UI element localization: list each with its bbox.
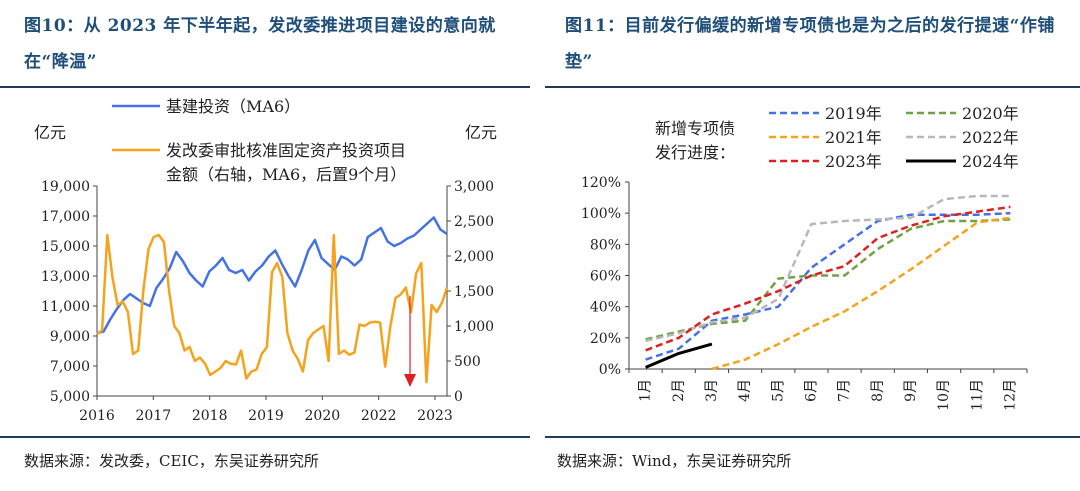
x-tick-label: 9月 bbox=[903, 379, 919, 402]
right-y-tick-label: 1,000 bbox=[454, 319, 494, 335]
right-y-tick-label: 3,000 bbox=[454, 179, 494, 195]
y-tick-label: 80% bbox=[590, 237, 621, 253]
figure-11-panel: 图11：目前发行偏缓的新增专项债也是为之后的发行提速“作铺垫” 0% 20% 40%… bbox=[545, 0, 1080, 491]
figure-10-title: 图10：从 2023 年下半年起，发改委推进项目建设的意向就在“降温” bbox=[24, 16, 496, 72]
ndrc-approval-line bbox=[96, 233, 449, 384]
legend-title-line1: 新增专项债 bbox=[655, 119, 735, 138]
x-tick-label: 2月 bbox=[671, 379, 687, 402]
series-line-2024 bbox=[645, 342, 713, 369]
series-line-2020 bbox=[645, 218, 1011, 341]
x-tick-label: 2017 bbox=[136, 408, 172, 424]
y-tick-label: 100% bbox=[581, 206, 621, 222]
figure-11-title: 图11：目前发行偏缓的新增专项债也是为之后的发行提速“作铺垫” bbox=[565, 16, 1055, 72]
legend-ndrc-label-line1: 发改委审批核准固定资产投资项目 bbox=[166, 141, 406, 160]
x-tick-label: 1月 bbox=[638, 379, 654, 402]
figure-11-top-rule bbox=[545, 86, 1080, 88]
left-y-tick-label: 19,000 bbox=[41, 179, 90, 195]
special-bond-progress-chart: 0% 20% 40% 60% 80% 100% 120% 1月 2月 3月 4月 5月 6月 7月 8月 9月… bbox=[581, 104, 1028, 411]
x-tick-label: 12月 bbox=[1002, 379, 1018, 411]
y-tick-label: 120% bbox=[581, 175, 621, 191]
decline-arrow-head bbox=[404, 374, 416, 387]
y-tick-label: 40% bbox=[590, 300, 621, 316]
x-tick-label: 2022 bbox=[361, 408, 397, 424]
series-line-2019 bbox=[645, 211, 1011, 361]
left-y-tick-label: 15,000 bbox=[41, 239, 90, 255]
figure-10-source: 数据来源：发改委，CEIC，东吴证券研究所 bbox=[24, 452, 319, 470]
x-tick-label: 4月 bbox=[737, 379, 753, 402]
y-tick-label: 20% bbox=[590, 331, 621, 347]
right-y-tick-label: 2,000 bbox=[454, 249, 494, 265]
left-y-tick-label: 13,000 bbox=[41, 269, 90, 285]
figure-11-bottom-rule bbox=[545, 436, 1080, 438]
figure-10-bottom-rule bbox=[0, 436, 530, 438]
figure-10-top-rule bbox=[0, 86, 530, 88]
x-tick-label: 11月 bbox=[969, 379, 985, 411]
legend-ndrc-label-line2: 金额（右轴，MA6，后置9个月） bbox=[166, 165, 406, 184]
left-y-tick-label: 5,000 bbox=[50, 389, 90, 405]
x-tick-label: 2020 bbox=[305, 408, 341, 424]
right-axis-unit: 亿元 bbox=[465, 123, 497, 142]
series-line-2023 bbox=[645, 205, 1011, 352]
x-tick-label: 2023 bbox=[417, 408, 453, 424]
y-tick-label: 0% bbox=[599, 362, 621, 378]
legend-label-2024: 2024年 bbox=[962, 152, 1019, 171]
x-tick-label: 3月 bbox=[704, 379, 720, 402]
x-tick-label: 2016 bbox=[79, 408, 115, 424]
x-tick-label: 6月 bbox=[803, 379, 819, 402]
left-axis-unit: 亿元 bbox=[34, 123, 66, 142]
y-tick-label: 60% bbox=[590, 269, 621, 285]
legend-label-2020: 2020年 bbox=[962, 104, 1019, 123]
legend-infra-label: 基建投资（MA6） bbox=[166, 97, 300, 116]
x-tick-label: 2019 bbox=[248, 408, 284, 424]
legend-label-2022: 2022年 bbox=[962, 128, 1019, 147]
legend-title-line2: 发行进度： bbox=[655, 143, 735, 162]
left-y-tick-label: 7,000 bbox=[50, 359, 90, 375]
x-tick-label: 5月 bbox=[770, 379, 786, 402]
legend-label-2021: 2021年 bbox=[825, 128, 882, 147]
right-y-tick-label: 0 bbox=[454, 389, 463, 405]
left-y-tick-label: 9,000 bbox=[50, 329, 90, 345]
right-y-tick-label: 1,500 bbox=[454, 284, 494, 300]
left-y-tick-label: 17,000 bbox=[41, 209, 90, 225]
right-y-tick-label: 500 bbox=[454, 354, 481, 370]
legend-label-2023: 2023年 bbox=[825, 152, 882, 171]
right-y-tick-label: 2,500 bbox=[454, 214, 494, 230]
x-tick-label: 10月 bbox=[936, 379, 952, 411]
figure-10-panel: 图10：从 2023 年下半年起，发改委推进项目建设的意向就在“降温” 5,00… bbox=[0, 0, 530, 491]
infra-vs-ndrc-chart: 5,000 7,000 9,000 11,000 13,000 15,000 17,000 1… bbox=[34, 97, 497, 424]
x-tick-label: 8月 bbox=[870, 379, 886, 402]
figure-11-source: 数据来源：Wind，东吴证券研究所 bbox=[557, 452, 792, 470]
infra-investment-line bbox=[96, 216, 448, 335]
x-tick-label: 7月 bbox=[837, 379, 853, 402]
legend-label-2019: 2019年 bbox=[825, 104, 882, 123]
series-line-2022 bbox=[645, 194, 1011, 343]
x-tick-label: 2018 bbox=[192, 408, 228, 424]
left-y-tick-label: 11,000 bbox=[41, 299, 90, 315]
series-line-2021 bbox=[711, 216, 1011, 371]
